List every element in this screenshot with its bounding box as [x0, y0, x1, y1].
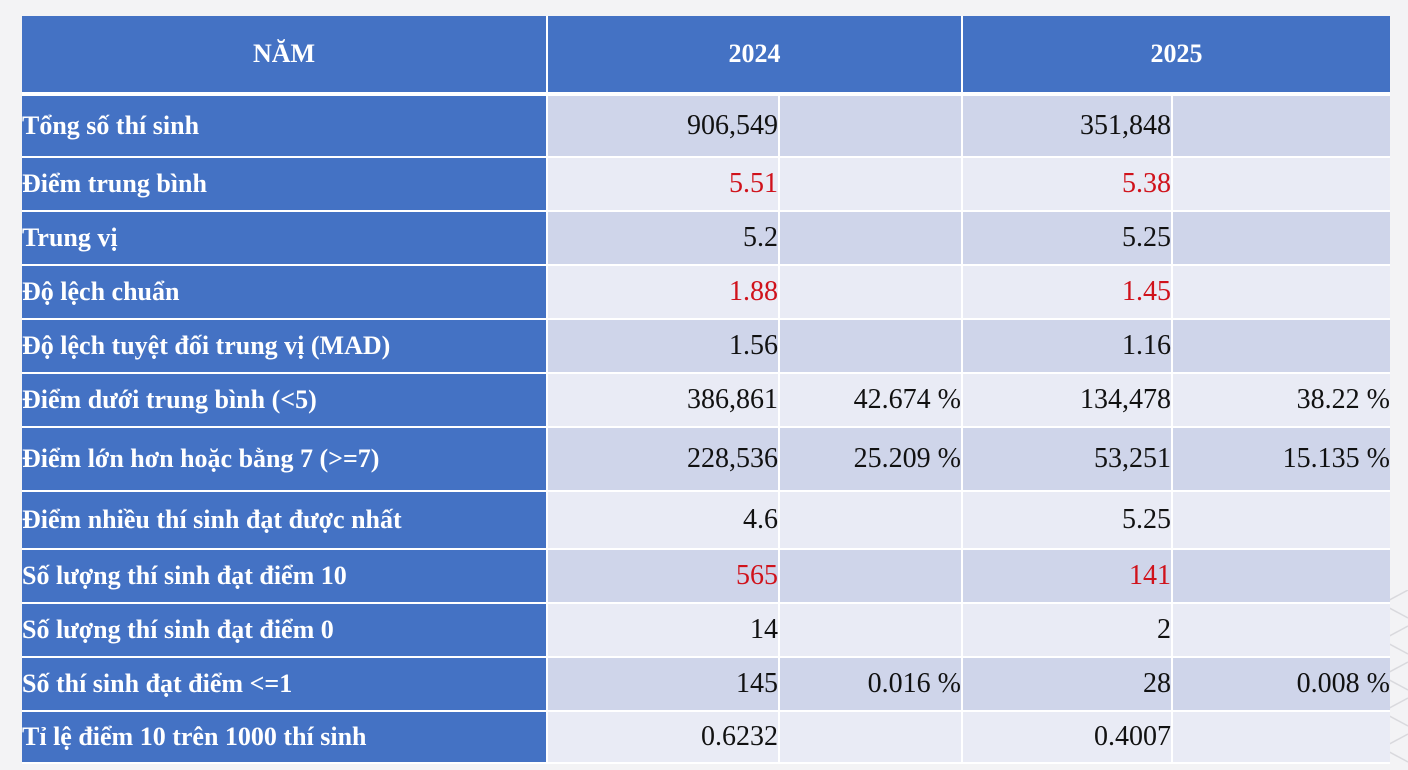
value-2025: 5.25 [963, 212, 1173, 266]
row-label: Trung vị [22, 212, 548, 266]
percent-2025 [1173, 320, 1390, 374]
value-2025: 2 [963, 604, 1173, 658]
table-row: Số thí sinh đạt điểm <=1 145 0.016 % 28 0.00… [22, 658, 1390, 712]
percent-2025 [1173, 266, 1390, 320]
value-2024: 14 [548, 604, 780, 658]
value-2025: 28 [963, 658, 1173, 712]
table-row: Tổng số thí sinh 906,549 351,848 [22, 96, 1390, 158]
row-label: Điểm dưới trung bình (<5) [22, 374, 548, 428]
value-2025: 1.16 [963, 320, 1173, 374]
value-2024: 228,536 [548, 428, 780, 492]
score-statistics-table: NĂM 2024 2025 Tổng số thí sinh 906,549 351… [22, 16, 1390, 764]
value-2025: 53,251 [963, 428, 1173, 492]
row-label: Độ lệch chuẩn [22, 266, 548, 320]
percent-2024 [780, 320, 963, 374]
percent-2024: 42.674 % [780, 374, 963, 428]
percent-2024 [780, 492, 963, 550]
row-label: Điểm trung bình [22, 158, 548, 212]
percent-2025 [1173, 604, 1390, 658]
percent-2024: 25.209 % [780, 428, 963, 492]
table-row: Điểm dưới trung bình (<5) 386,861 42.674 %… [22, 374, 1390, 428]
value-2025: 134,478 [963, 374, 1173, 428]
percent-2025 [1173, 492, 1390, 550]
value-2024: 565 [548, 550, 780, 604]
percent-2024 [780, 550, 963, 604]
row-label: Số lượng thí sinh đạt điểm 10 [22, 550, 548, 604]
value-2024: 1.88 [548, 266, 780, 320]
value-2025: 141 [963, 550, 1173, 604]
percent-2024 [780, 712, 963, 764]
value-2025: 5.25 [963, 492, 1173, 550]
value-2024: 1.56 [548, 320, 780, 374]
percent-2025: 0.008 % [1173, 658, 1390, 712]
percent-2025 [1173, 212, 1390, 266]
table-row: Trung vị 5.2 5.25 [22, 212, 1390, 266]
percent-2024 [780, 212, 963, 266]
header-year-label: NĂM [22, 16, 548, 96]
table-row: Điểm nhiều thí sinh đạt được nhất 4.6 5.25 [22, 492, 1390, 550]
table-row: Điểm lớn hơn hoặc bằng 7 (>=7) 228,536 25.… [22, 428, 1390, 492]
percent-2025: 15.135 % [1173, 428, 1390, 492]
row-label: Tổng số thí sinh [22, 96, 548, 158]
percent-2024 [780, 266, 963, 320]
value-2024: 386,861 [548, 374, 780, 428]
row-label: Điểm nhiều thí sinh đạt được nhất [22, 492, 548, 550]
value-2024: 145 [548, 658, 780, 712]
percent-2025 [1173, 96, 1390, 158]
percent-2025 [1173, 550, 1390, 604]
row-label: Tỉ lệ điểm 10 trên 1000 thí sinh [22, 712, 548, 764]
percent-2025 [1173, 158, 1390, 212]
percent-2024 [780, 604, 963, 658]
value-2025: 0.4007 [963, 712, 1173, 764]
value-2024: 4.6 [548, 492, 780, 550]
row-label: Độ lệch tuyệt đối trung vị (MAD) [22, 320, 548, 374]
row-label: Số thí sinh đạt điểm <=1 [22, 658, 548, 712]
value-2024: 5.51 [548, 158, 780, 212]
table-row: Số lượng thí sinh đạt điểm 10 565 141 [22, 550, 1390, 604]
value-2024: 0.6232 [548, 712, 780, 764]
header-2024: 2024 [548, 16, 963, 96]
table-body: Tổng số thí sinh 906,549 351,848 Điểm trung… [22, 96, 1390, 764]
table-row: Tỉ lệ điểm 10 trên 1000 thí sinh 0.6232 0.… [22, 712, 1390, 764]
header-2025: 2025 [963, 16, 1390, 96]
row-label: Điểm lớn hơn hoặc bằng 7 (>=7) [22, 428, 548, 492]
table-row: Điểm trung bình 5.51 5.38 [22, 158, 1390, 212]
value-2024: 5.2 [548, 212, 780, 266]
table-row: Độ lệch chuẩn 1.88 1.45 [22, 266, 1390, 320]
value-2025: 351,848 [963, 96, 1173, 158]
table-row: Độ lệch tuyệt đối trung vị (MAD) 1.56 1.16 [22, 320, 1390, 374]
percent-2025 [1173, 712, 1390, 764]
percent-2024: 0.016 % [780, 658, 963, 712]
value-2025: 5.38 [963, 158, 1173, 212]
header-row: NĂM 2024 2025 [22, 16, 1390, 96]
percent-2024 [780, 96, 963, 158]
row-label: Số lượng thí sinh đạt điểm 0 [22, 604, 548, 658]
value-2025: 1.45 [963, 266, 1173, 320]
percent-2025: 38.22 % [1173, 374, 1390, 428]
table-row: Số lượng thí sinh đạt điểm 0 14 2 [22, 604, 1390, 658]
percent-2024 [780, 158, 963, 212]
value-2024: 906,549 [548, 96, 780, 158]
